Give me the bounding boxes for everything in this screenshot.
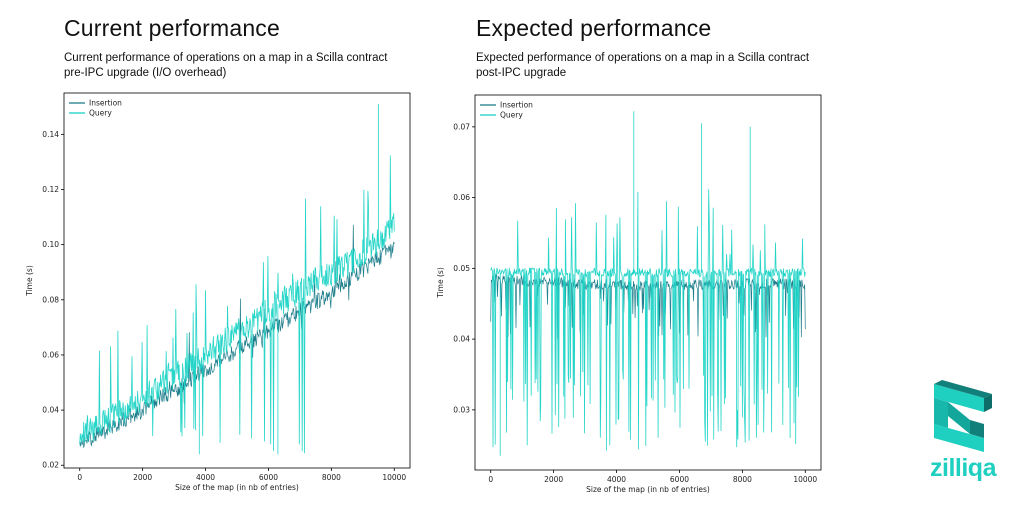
x-tick-label: 2000 — [133, 473, 152, 482]
x-tick-label: 6000 — [670, 475, 689, 484]
x-tick-label: 2000 — [544, 475, 563, 484]
legend-label-query: Query — [89, 109, 112, 118]
x-tick-label: 4000 — [196, 473, 215, 482]
y-tick-label: 0.14 — [42, 130, 59, 139]
y-tick-label: 0.05 — [453, 264, 470, 273]
panel-1-subtitle-line2: pre-IPC upgrade (I/O overhead) — [64, 67, 227, 79]
y-tick-label: 0.02 — [42, 461, 59, 470]
y-tick-label: 0.06 — [453, 193, 470, 202]
x-tick-label: 8000 — [322, 473, 341, 482]
series-line-query — [490, 111, 806, 456]
x-axis-label: Size of the map (in nb of entries) — [586, 485, 710, 494]
series-line-query — [79, 104, 395, 455]
y-tick-label: 0.06 — [42, 350, 59, 359]
brand-name: zilliqa — [930, 454, 996, 482]
legend-label-insertion: Insertion — [89, 99, 122, 108]
logo-top-bar-edge — [934, 380, 992, 398]
logo-top-bar — [934, 384, 984, 412]
plot-frame — [474, 94, 822, 471]
y-axis-label: Time (s) — [25, 265, 34, 297]
logo-top-bar-side — [984, 394, 992, 412]
x-tick-label: 0 — [488, 475, 493, 484]
panel-1-title: Current performance — [64, 15, 280, 41]
legend-label-insertion: Insertion — [500, 101, 533, 110]
y-tick-label: 0.07 — [453, 122, 470, 131]
y-tick-label: 0.10 — [42, 240, 59, 249]
logo-right-post — [970, 420, 984, 438]
panel-1-subtitle-line1: Current performance of operations on a m… — [64, 52, 388, 64]
panel-2-title: Expected performance — [476, 15, 712, 41]
plot-frame — [63, 92, 411, 469]
y-tick-label: 0.08 — [42, 295, 59, 304]
logo-bottom-bar — [934, 424, 984, 452]
y-tick-label: 0.12 — [42, 185, 59, 194]
series-line-insertion — [490, 273, 806, 339]
x-axis-label: Size of the map (in nb of entries) — [175, 483, 299, 492]
legend-label-query: Query — [500, 111, 523, 120]
y-axis-label: Time (s) — [436, 267, 445, 299]
logo-diagonal — [948, 402, 970, 434]
x-tick-label: 4000 — [607, 475, 626, 484]
x-tick-label: 10000 — [382, 473, 406, 482]
series-line-insertion — [79, 224, 395, 448]
x-tick-label: 10000 — [793, 475, 817, 484]
zilliqa-logo-icon — [934, 380, 992, 452]
logo-left-post — [934, 398, 948, 428]
panel-2-subtitle-line1: Expected performance of operations on a … — [476, 52, 810, 64]
y-tick-label: 0.04 — [42, 406, 59, 415]
y-tick-label: 0.03 — [453, 405, 470, 414]
x-tick-label: 8000 — [733, 475, 752, 484]
y-tick-label: 0.04 — [453, 335, 470, 344]
x-tick-label: 6000 — [259, 473, 278, 482]
x-tick-label: 0 — [77, 473, 82, 482]
panel-2-subtitle-line2: post-IPC upgrade — [476, 67, 567, 79]
